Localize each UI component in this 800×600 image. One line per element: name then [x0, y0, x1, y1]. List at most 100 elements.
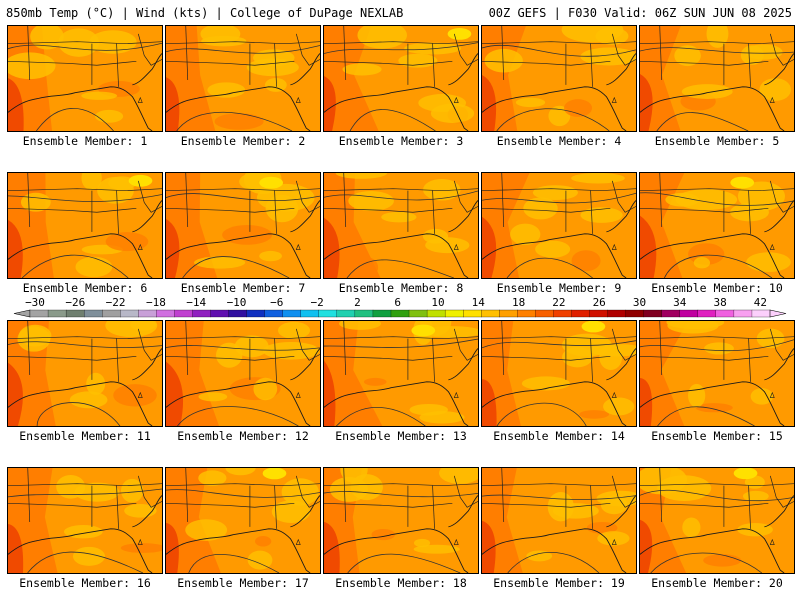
colorbar-tick-label: −10 [227, 296, 247, 309]
colorbar-tick-label: 34 [673, 296, 687, 309]
colorbar-swatch [65, 309, 85, 318]
colorbar-swatch [481, 309, 500, 318]
colorbar-tick-label: 30 [633, 296, 646, 309]
colorbar-swatch [751, 309, 771, 318]
colorbar-swatch [426, 309, 446, 318]
colorbar-swatch [228, 309, 248, 318]
ensemble-member-label: Ensemble Member: 10 [651, 281, 783, 295]
ensemble-member-label: Ensemble Member: 5 [654, 134, 780, 148]
temperature-map [640, 321, 794, 426]
ensemble-member-label: Ensemble Member: 8 [338, 281, 464, 295]
colorbar-swatch [444, 309, 464, 318]
colorbar-swatch [589, 309, 609, 318]
ensemble-member-panel [481, 320, 637, 427]
temperature-map [640, 468, 794, 573]
ensemble-member-panel [481, 25, 637, 132]
ensemble-member-panel [639, 467, 795, 574]
colorbar-swatch [336, 309, 356, 318]
ensemble-member-label: Ensemble Member: 12 [177, 429, 309, 443]
colorbar-swatch [390, 309, 410, 318]
colorbar-swatch [29, 309, 49, 318]
ensemble-member-label: Ensemble Member: 17 [177, 576, 309, 590]
colorbar-tick-label: −26 [65, 296, 85, 309]
colorbar-swatch [282, 309, 302, 318]
colorbar-tick-label: −30 [25, 296, 45, 309]
colorbar-tick-label: 2 [354, 296, 361, 309]
ensemble-member-label: Ensemble Member: 2 [180, 134, 306, 148]
colorbar-swatch [264, 309, 284, 318]
ensemble-member-panel [165, 25, 321, 132]
temperature-map [482, 321, 636, 426]
colorbar-swatch [138, 309, 157, 318]
colorbar-swatch [47, 309, 67, 318]
colorbar-tick-label: −2 [310, 296, 323, 309]
colorbar-tick-label: −18 [146, 296, 166, 309]
ensemble-member-panel [7, 320, 163, 427]
ensemble-member-panel [323, 320, 479, 427]
temperature-map [166, 173, 320, 278]
temperature-map [324, 173, 478, 278]
ensemble-member-panel [639, 172, 795, 279]
ensemble-member-label: Ensemble Member: 14 [493, 429, 625, 443]
colorbar-swatch [463, 309, 482, 318]
ensemble-member-label: Ensemble Member: 9 [496, 281, 622, 295]
ensemble-member-panel [323, 172, 479, 279]
colorbar-swatch [318, 309, 338, 318]
colorbar-swatch [246, 309, 266, 318]
ensemble-member-panel [323, 25, 479, 132]
colorbar-swatch [210, 309, 229, 318]
colorbar-tick-label: −22 [106, 296, 126, 309]
ensemble-member-panel [165, 172, 321, 279]
ensemble-member-panel [7, 25, 163, 132]
colorbar-left-arrow [13, 309, 31, 318]
ensemble-member-panel [639, 320, 795, 427]
chart-title: 850mb Temp (°C) | Wind (kts) | College o… [6, 6, 404, 20]
ensemble-member-panel [165, 320, 321, 427]
temperature-map [324, 321, 478, 426]
ensemble-member-label: Ensemble Member: 18 [335, 576, 467, 590]
ensemble-member-panel [481, 172, 637, 279]
ensemble-member-label: Ensemble Member: 19 [493, 576, 625, 590]
run-valid-time: 00Z GEFS | F030 Valid: 06Z SUN JUN 08 20… [488, 6, 792, 20]
ensemble-member-panel [481, 467, 637, 574]
colorbar-swatch [372, 309, 392, 318]
ensemble-member-label: Ensemble Member: 15 [651, 429, 783, 443]
colorbar-tick-label: 42 [754, 296, 767, 309]
ensemble-member-label: Ensemble Member: 20 [651, 576, 783, 590]
colorbar-tick-label: 26 [593, 296, 606, 309]
colorbar-swatch [625, 309, 645, 318]
colorbar-right-arrow [769, 309, 787, 318]
colorbar-swatch [553, 309, 572, 318]
ensemble-member-label: Ensemble Member: 13 [335, 429, 467, 443]
colorbar-swatch [643, 309, 663, 318]
colorbar-swatch [156, 309, 175, 318]
temperature-map [166, 26, 320, 131]
colorbar-tick-label: 10 [431, 296, 444, 309]
ensemble-member-label: Ensemble Member: 11 [19, 429, 151, 443]
colorbar-swatch [697, 309, 717, 318]
colorbar-swatch [120, 309, 139, 318]
colorbar-swatch [192, 309, 211, 318]
colorbar-swatch [102, 309, 121, 318]
colorbar-swatch [715, 309, 735, 318]
ensemble-member-panel [7, 467, 163, 574]
colorbar-tick-label: 14 [472, 296, 486, 309]
temperature-map [640, 173, 794, 278]
temperature-map [166, 321, 320, 426]
colorbar-swatch [83, 309, 103, 318]
temperature-map [324, 468, 478, 573]
temperature-map [8, 321, 162, 426]
colorbar-swatch [535, 309, 554, 318]
temperature-map [324, 26, 478, 131]
colorbar-tick-label: 38 [713, 296, 726, 309]
temperature-map [482, 173, 636, 278]
ensemble-member-label: Ensemble Member: 7 [180, 281, 306, 295]
ensemble-member-panel [165, 467, 321, 574]
colorbar-tick-label: 18 [512, 296, 525, 309]
colorbar-swatch [300, 309, 320, 318]
ensemble-member-panel [323, 467, 479, 574]
colorbar-tick-label: 6 [394, 296, 401, 309]
ensemble-member-label: Ensemble Member: 3 [338, 134, 464, 148]
temperature-map [166, 468, 320, 573]
colorbar-swatch [607, 309, 627, 318]
